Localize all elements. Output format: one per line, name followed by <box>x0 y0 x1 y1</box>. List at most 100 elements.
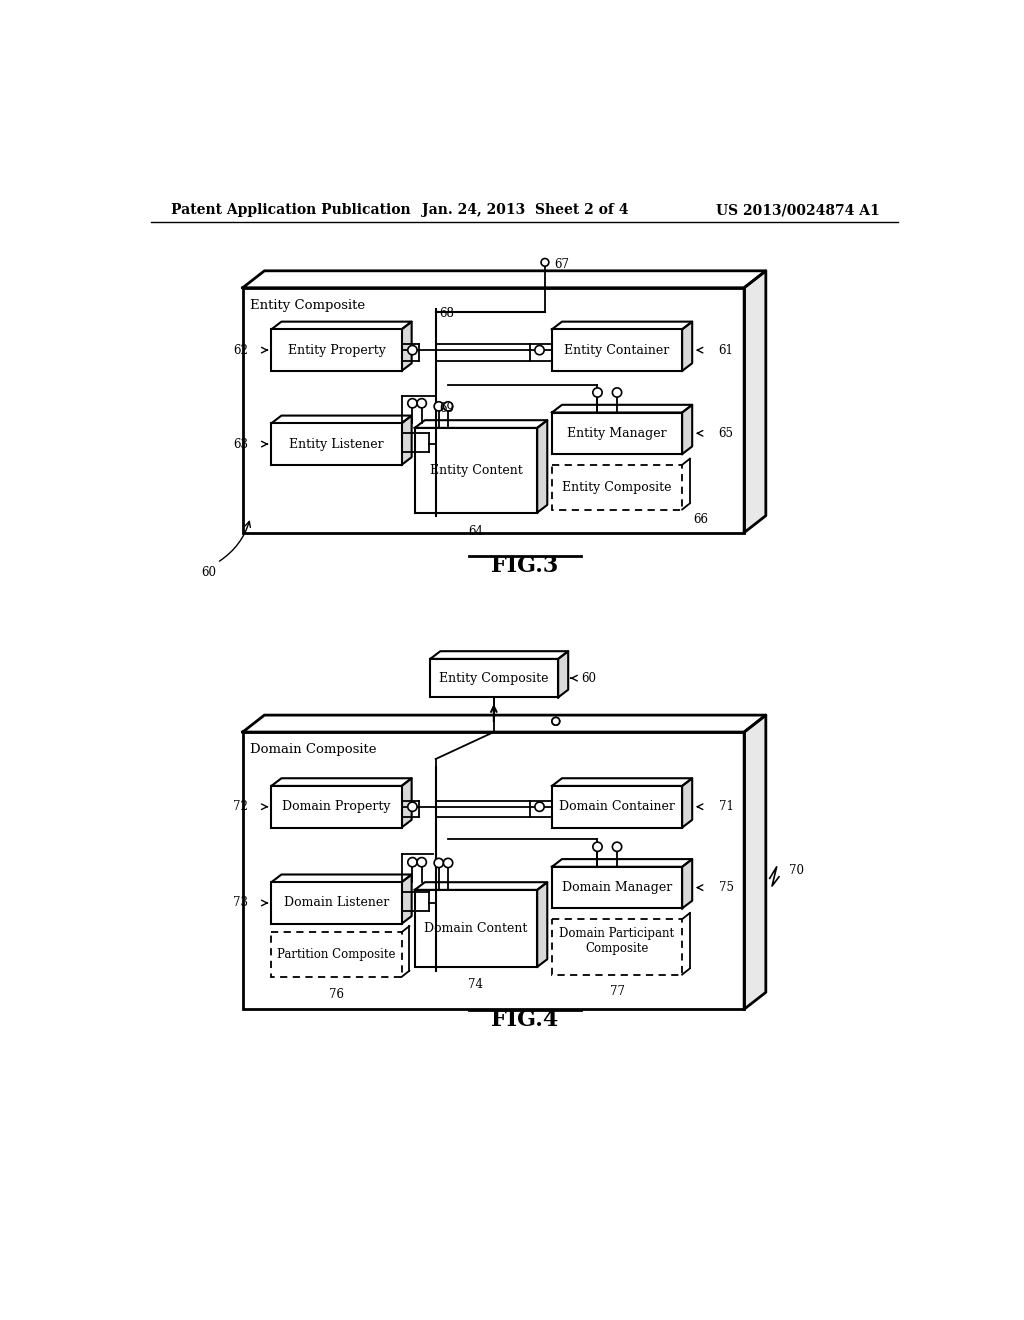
Bar <box>243 733 744 1010</box>
Text: 60: 60 <box>202 566 217 579</box>
Text: 75: 75 <box>719 880 733 894</box>
Polygon shape <box>430 651 568 659</box>
Polygon shape <box>243 715 766 733</box>
Polygon shape <box>271 322 412 330</box>
Text: Entity Composite: Entity Composite <box>562 480 672 494</box>
Circle shape <box>408 803 417 812</box>
Text: Entity Composite: Entity Composite <box>439 672 549 685</box>
Bar <box>552 919 682 974</box>
Bar <box>552 412 682 454</box>
Text: Entity Property: Entity Property <box>288 343 385 356</box>
Polygon shape <box>243 271 766 288</box>
Polygon shape <box>552 859 692 867</box>
Bar <box>271 330 401 371</box>
Polygon shape <box>271 416 412 424</box>
Bar <box>430 659 558 697</box>
Bar <box>271 882 401 924</box>
Polygon shape <box>401 779 412 828</box>
Text: 73: 73 <box>233 896 248 909</box>
Text: Patent Application Publication: Patent Application Publication <box>171 203 411 216</box>
Text: 69: 69 <box>438 401 454 414</box>
Text: Domain Container: Domain Container <box>559 800 675 813</box>
Text: 74: 74 <box>468 978 483 991</box>
Text: Entity Container: Entity Container <box>564 343 670 356</box>
Polygon shape <box>552 405 692 412</box>
Polygon shape <box>744 271 766 533</box>
Bar <box>271 932 401 977</box>
Circle shape <box>552 718 560 725</box>
Text: Domain Composite: Domain Composite <box>251 743 377 756</box>
Circle shape <box>612 842 622 851</box>
Circle shape <box>612 388 622 397</box>
Text: 68: 68 <box>438 308 454 319</box>
Circle shape <box>593 842 602 851</box>
Polygon shape <box>682 322 692 371</box>
Text: Partition Composite: Partition Composite <box>278 948 395 961</box>
Polygon shape <box>271 874 412 882</box>
Bar <box>415 428 538 512</box>
Bar <box>552 330 682 371</box>
Text: 67: 67 <box>554 259 569 272</box>
Text: 70: 70 <box>790 865 804 878</box>
Text: Domain Listener: Domain Listener <box>284 896 389 909</box>
Circle shape <box>535 346 544 355</box>
Circle shape <box>408 399 417 408</box>
Text: Entity Composite: Entity Composite <box>251 298 366 312</box>
Text: US 2013/0024874 A1: US 2013/0024874 A1 <box>716 203 880 216</box>
Bar <box>271 424 401 465</box>
Circle shape <box>552 718 560 725</box>
Text: Entity Listener: Entity Listener <box>289 437 384 450</box>
Text: FIG.3: FIG.3 <box>492 554 558 577</box>
Text: 61: 61 <box>719 343 733 356</box>
Text: Domain Manager: Domain Manager <box>562 880 672 894</box>
Circle shape <box>417 858 426 867</box>
Polygon shape <box>682 779 692 828</box>
Text: Jan. 24, 2013  Sheet 2 of 4: Jan. 24, 2013 Sheet 2 of 4 <box>422 203 628 216</box>
Polygon shape <box>558 651 568 697</box>
Polygon shape <box>538 420 547 512</box>
Text: Entity Manager: Entity Manager <box>567 426 667 440</box>
Polygon shape <box>415 882 547 890</box>
Text: 62: 62 <box>233 343 248 356</box>
Polygon shape <box>401 874 412 924</box>
Polygon shape <box>271 779 412 785</box>
Text: Entity Content: Entity Content <box>430 463 522 477</box>
Circle shape <box>434 858 443 867</box>
Circle shape <box>541 259 549 267</box>
Bar <box>552 867 682 908</box>
Text: 77: 77 <box>609 985 625 998</box>
Circle shape <box>408 346 417 355</box>
Circle shape <box>535 803 544 812</box>
Bar <box>243 288 744 532</box>
Text: 64: 64 <box>468 525 483 539</box>
Polygon shape <box>401 416 412 465</box>
Polygon shape <box>401 322 412 371</box>
Polygon shape <box>682 859 692 908</box>
Bar <box>415 890 538 966</box>
Text: 76: 76 <box>329 987 344 1001</box>
Polygon shape <box>682 405 692 454</box>
Text: 63: 63 <box>233 437 248 450</box>
Circle shape <box>443 401 453 411</box>
Circle shape <box>417 399 426 408</box>
Polygon shape <box>538 882 547 966</box>
Bar <box>552 465 682 510</box>
Polygon shape <box>552 322 692 330</box>
Bar <box>552 785 682 828</box>
Text: 65: 65 <box>719 426 733 440</box>
Text: Domain Content: Domain Content <box>424 921 527 935</box>
Text: FIG.4: FIG.4 <box>492 1010 558 1031</box>
Bar <box>271 785 401 828</box>
Text: 60: 60 <box>582 672 596 685</box>
Polygon shape <box>415 420 547 428</box>
Text: 71: 71 <box>719 800 733 813</box>
Text: 72: 72 <box>233 800 248 813</box>
Polygon shape <box>744 715 766 1010</box>
Circle shape <box>408 858 417 867</box>
Circle shape <box>443 858 453 867</box>
Circle shape <box>434 401 443 411</box>
Text: Domain Property: Domain Property <box>283 800 391 813</box>
Circle shape <box>593 388 602 397</box>
Text: 66: 66 <box>693 513 708 527</box>
Polygon shape <box>552 779 692 785</box>
